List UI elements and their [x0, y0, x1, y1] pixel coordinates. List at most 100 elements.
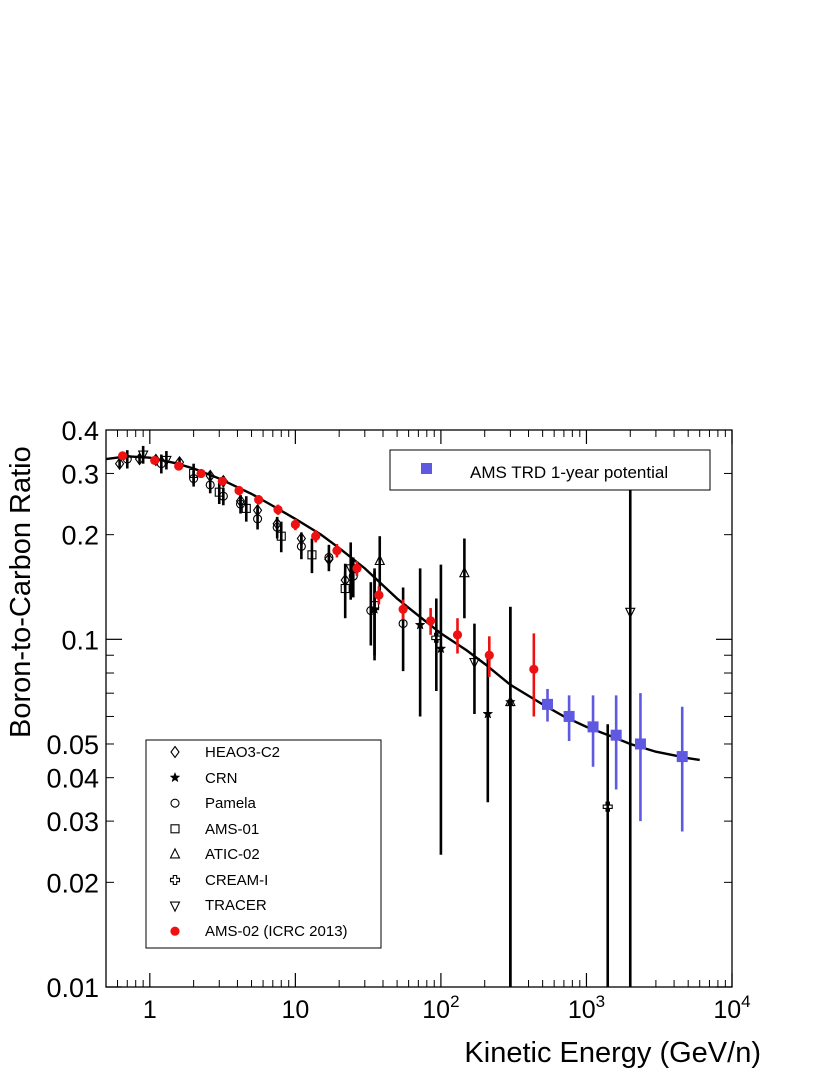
y-tick-label: 0.02 [46, 868, 99, 898]
data-point [276, 531, 286, 541]
plot-border [105, 429, 733, 988]
data-point [161, 455, 172, 467]
data-point [398, 604, 408, 614]
data-point [563, 710, 575, 722]
data-point [484, 650, 494, 660]
data-point [624, 607, 636, 619]
legend-marker-circle [170, 798, 180, 808]
series-atic-02 [374, 536, 516, 987]
data-point [307, 550, 317, 560]
data-point [398, 619, 408, 629]
plot-frame [105, 429, 733, 988]
legend-top-box [389, 449, 711, 491]
legend-marker-diamond [170, 745, 180, 759]
x-tick-exponent: 3 [596, 992, 605, 1011]
legend-cream1-label: CREAM-I [205, 872, 268, 889]
data-point [352, 563, 362, 573]
y-tick-label: 0.05 [46, 730, 99, 760]
data-point [137, 450, 149, 462]
data-point [174, 461, 184, 471]
data-point [602, 801, 613, 812]
legend-heao3-label: HEAO3-C2 [205, 744, 280, 761]
data-point [214, 487, 224, 497]
data-point [676, 751, 688, 763]
data-point [150, 455, 160, 466]
legend-ams01-label: AMS-01 [205, 821, 259, 838]
data-point [529, 664, 539, 674]
data-point [311, 531, 321, 541]
data-point [205, 480, 215, 490]
data-point [369, 601, 380, 611]
y-tick-label: 0.1 [61, 625, 99, 655]
data-point [234, 485, 244, 496]
y-axis-label: Boron-to-Carbon Ratio [5, 446, 37, 738]
x-tick-label: 102 [422, 992, 459, 1024]
data-point [296, 541, 306, 551]
data-point [542, 698, 554, 710]
y-tick-label: 0.3 [61, 459, 99, 489]
data-point [196, 468, 206, 479]
legend-marker-triangle [169, 847, 181, 859]
legend-crn-label: CRN [205, 770, 238, 787]
data-point [273, 505, 283, 515]
y-tick-label: 0.03 [46, 807, 99, 837]
legend-pamela-label: Pamela [205, 795, 257, 812]
data-point [431, 632, 442, 643]
data-points [114, 445, 688, 987]
axis-ticks: 1 10 102 103 104 0.01 0.02 0.03 0.04 0.05 0.1 0.2 0.… [46, 416, 750, 1024]
x-tick-label: 103 [568, 992, 605, 1024]
x-tick-exponent: 2 [450, 992, 459, 1011]
data-point [414, 619, 426, 630]
data-point [459, 566, 470, 578]
legend-atic02-label: ATIC-02 [205, 846, 260, 863]
series-cream-i [431, 598, 613, 987]
series-ams-01 [189, 463, 380, 656]
data-point [117, 451, 128, 461]
x-tick-label: 104 [713, 992, 750, 1024]
legend-tracer-label: TRACER [205, 897, 267, 914]
legend-marker-cross [169, 874, 181, 886]
legend-marker-triangle-down [169, 901, 181, 913]
data-point [469, 658, 480, 669]
legend-bottom: HEAO3-C2 CRN Pamela AMS-01 ATIC-02 CREAM… [145, 739, 382, 949]
data-point [504, 695, 516, 707]
legend-bottom-markers [169, 745, 181, 936]
y-tick-label: 0.4 [61, 416, 99, 446]
data-point [482, 708, 494, 719]
legend-ams02-label: AMS-02 (ICRC 2013) [205, 923, 348, 940]
data-point [452, 630, 463, 640]
x-tick-label: 1 [143, 996, 157, 1024]
data-point [610, 729, 622, 741]
data-point [374, 590, 384, 600]
x-tick-exponent: 4 [741, 992, 750, 1011]
data-point [340, 583, 350, 594]
legend-top: AMS TRD 1-year potential [389, 449, 711, 491]
legend-marker-dot [170, 926, 180, 936]
data-point [374, 554, 386, 566]
data-point [426, 616, 436, 626]
data-point [254, 495, 264, 505]
legend-ams-trd-marker [421, 463, 432, 474]
data-point [324, 552, 334, 562]
series-ams-trd-1-year-potential [542, 688, 688, 832]
legend-bottom-box [145, 739, 382, 949]
y-tick-label: 0.2 [61, 521, 99, 551]
data-point [217, 476, 227, 486]
data-point [587, 721, 599, 733]
data-point [290, 519, 300, 530]
legend-marker-square [170, 824, 180, 834]
series-pamela [122, 450, 408, 672]
y-tick-label: 0.04 [46, 764, 99, 794]
data-point [332, 545, 342, 556]
x-axis-label: Kinetic Energy (GeV/n) [464, 1037, 761, 1069]
data-point [253, 514, 263, 524]
data-point [114, 457, 125, 471]
legend-ams-trd-label: AMS TRD 1-year potential [470, 463, 668, 482]
legend-marker-star [169, 771, 181, 783]
y-tick-label: 0.01 [46, 973, 99, 1003]
series-crn [369, 564, 516, 987]
series-heao3-c2 [114, 452, 350, 589]
x-tick-label: 10 [281, 996, 309, 1024]
data-point [241, 503, 251, 513]
